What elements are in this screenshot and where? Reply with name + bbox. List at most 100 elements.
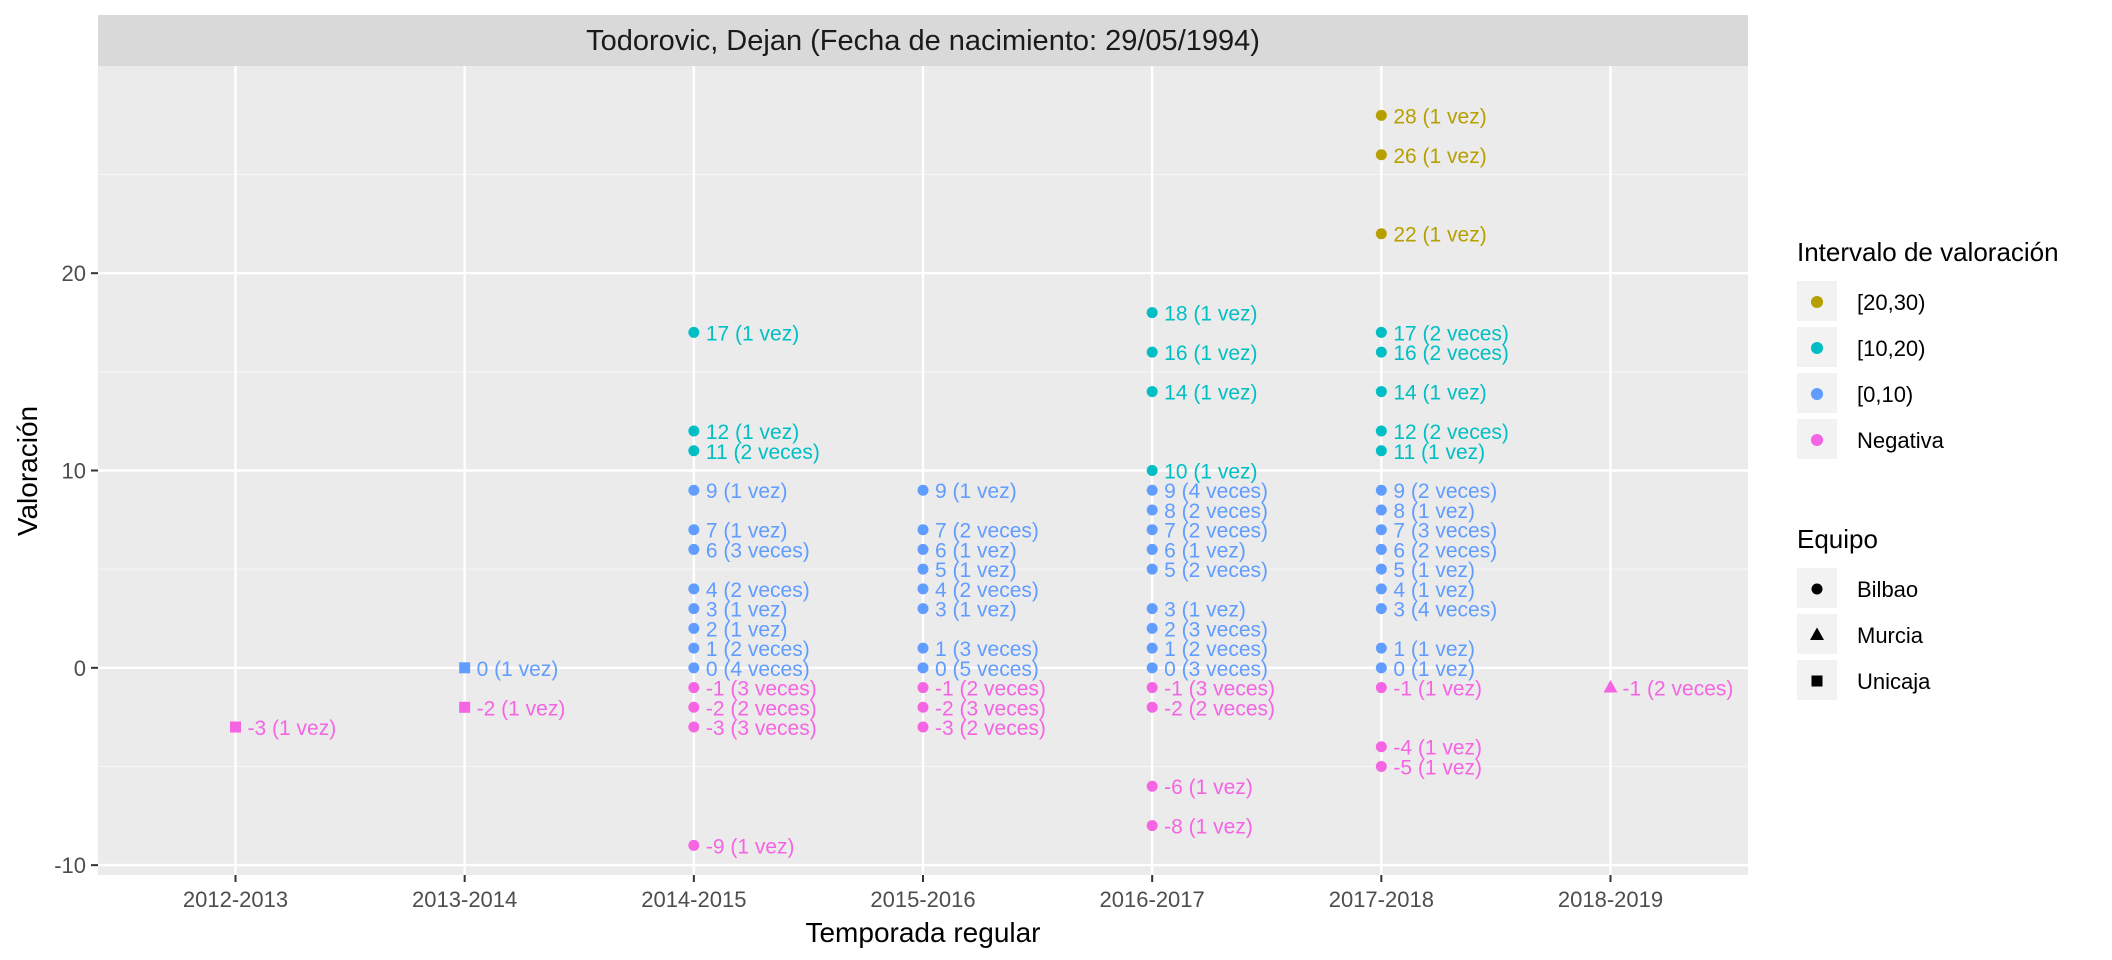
data-label: -3 (3 veces) xyxy=(706,717,817,740)
x-tick-label: 2017-2018 xyxy=(1329,887,1434,912)
data-point xyxy=(1375,445,1387,457)
data-label: -1 (2 veces) xyxy=(935,678,1046,701)
legend-label: Unicaja xyxy=(1857,669,1931,694)
data-point xyxy=(1146,563,1158,575)
data-point xyxy=(688,484,700,496)
data-label: 16 (2 veces) xyxy=(1393,342,1509,365)
data-label: 3 (1 vez) xyxy=(935,599,1017,622)
legend-label: [10,20) xyxy=(1857,336,1926,361)
data-label: 11 (2 veces) xyxy=(706,441,820,464)
data-point xyxy=(1375,425,1387,437)
data-label: 8 (1 vez) xyxy=(1393,500,1475,523)
data-label: 26 (1 vez) xyxy=(1393,145,1486,168)
x-tick-label: 2018-2019 xyxy=(1558,887,1663,912)
data-label: 7 (2 veces) xyxy=(1164,520,1268,543)
data-label: 1 (2 veces) xyxy=(1164,638,1268,661)
data-point xyxy=(1375,583,1387,595)
legend-swatch xyxy=(1810,295,1824,309)
data-point xyxy=(1146,465,1158,476)
data-label: 11 (1 vez) xyxy=(1393,441,1485,464)
legend-shape-swatch xyxy=(1810,627,1824,640)
data-label: 1 (2 veces) xyxy=(706,638,810,661)
chart-title: Todorovic, Dejan (Fecha de nacimiento: 2… xyxy=(586,25,1260,57)
data-label: 9 (1 vez) xyxy=(935,480,1017,503)
data-label: 16 (1 vez) xyxy=(1164,342,1257,365)
data-label: 0 (5 veces) xyxy=(935,658,1039,681)
legend-team: Equipo Bilbao Murcia Unicaja xyxy=(1797,524,1931,700)
data-label: -1 (3 veces) xyxy=(706,678,817,701)
data-point xyxy=(917,682,929,694)
data-point xyxy=(688,839,700,851)
y-tick-label: 20 xyxy=(62,261,86,286)
legend-label: Bilbao xyxy=(1857,577,1918,602)
legend-label: Murcia xyxy=(1857,623,1924,648)
data-point xyxy=(1375,524,1387,536)
data-point xyxy=(1375,741,1387,753)
data-label: -1 (1 vez) xyxy=(1393,678,1482,701)
data-point xyxy=(1146,662,1158,674)
data-label: 28 (1 vez) xyxy=(1393,105,1486,128)
data-label: 7 (2 veces) xyxy=(935,520,1039,543)
data-point xyxy=(1146,820,1158,832)
data-label: -3 (2 veces) xyxy=(935,717,1046,740)
data-point xyxy=(688,524,700,536)
data-label: 17 (1 vez) xyxy=(706,322,799,345)
legend-swatch xyxy=(1810,341,1824,355)
data-point xyxy=(459,662,471,674)
data-point xyxy=(1375,149,1387,161)
legend-swatch xyxy=(1810,387,1824,401)
data-label: 10 (1 vez) xyxy=(1164,461,1257,484)
data-label: 9 (4 veces) xyxy=(1164,480,1268,503)
data-point xyxy=(1375,563,1387,575)
legend-label: [20,30) xyxy=(1857,290,1926,315)
data-label: 8 (2 veces) xyxy=(1164,500,1268,523)
data-label: 5 (1 vez) xyxy=(1393,559,1475,582)
data-label: 7 (1 vez) xyxy=(706,520,788,543)
data-point xyxy=(1146,307,1158,319)
grid-major xyxy=(98,66,1748,875)
data-point xyxy=(917,563,929,575)
x-tick-label: 2015-2016 xyxy=(870,887,975,912)
data-point xyxy=(1375,543,1387,555)
data-label: -5 (1 vez) xyxy=(1393,756,1482,779)
legend-swatch xyxy=(1810,433,1824,447)
legend-shape-swatch xyxy=(1811,583,1823,595)
legend-team-title: Equipo xyxy=(1797,524,1878,554)
data-point xyxy=(917,484,929,496)
data-label: -1 (2 veces) xyxy=(1623,678,1734,701)
data-label: -3 (1 vez) xyxy=(248,717,337,740)
data-point xyxy=(1375,603,1387,615)
data-label: -8 (1 vez) xyxy=(1164,816,1253,839)
data-point xyxy=(1375,326,1387,338)
data-label: 6 (2 veces) xyxy=(1393,539,1497,562)
data-label: 3 (4 veces) xyxy=(1393,599,1497,622)
data-point xyxy=(917,642,929,654)
data-label: -2 (3 veces) xyxy=(935,697,1046,720)
data-label: 14 (1 vez) xyxy=(1393,382,1486,405)
data-label: -6 (1 vez) xyxy=(1164,776,1253,799)
data-point xyxy=(688,622,700,634)
data-point xyxy=(917,543,929,555)
data-point xyxy=(688,583,700,595)
data-label: 3 (1 vez) xyxy=(1164,599,1246,622)
data-point xyxy=(917,583,929,595)
data-label: -4 (1 vez) xyxy=(1393,737,1482,760)
data-label: 1 (3 veces) xyxy=(935,638,1039,661)
y-axis: -10 0 10 20 xyxy=(54,261,98,878)
data-point xyxy=(1375,682,1387,694)
data-point xyxy=(917,603,929,615)
data-point xyxy=(688,425,700,437)
data-label: 12 (1 vez) xyxy=(706,421,799,444)
legend-shape-swatch xyxy=(1811,675,1823,687)
data-label: 4 (1 vez) xyxy=(1393,579,1475,602)
data-label: 3 (1 vez) xyxy=(706,599,788,622)
data-label: 7 (3 veces) xyxy=(1393,520,1497,543)
data-point xyxy=(688,642,700,654)
data-label: 6 (1 vez) xyxy=(935,539,1017,562)
data-label: 17 (2 veces) xyxy=(1393,322,1509,345)
data-point xyxy=(1146,346,1158,358)
data-point xyxy=(917,662,929,674)
data-label: 12 (2 veces) xyxy=(1393,421,1509,444)
data-label: 22 (1 vez) xyxy=(1393,224,1486,247)
data-point xyxy=(1375,642,1387,654)
